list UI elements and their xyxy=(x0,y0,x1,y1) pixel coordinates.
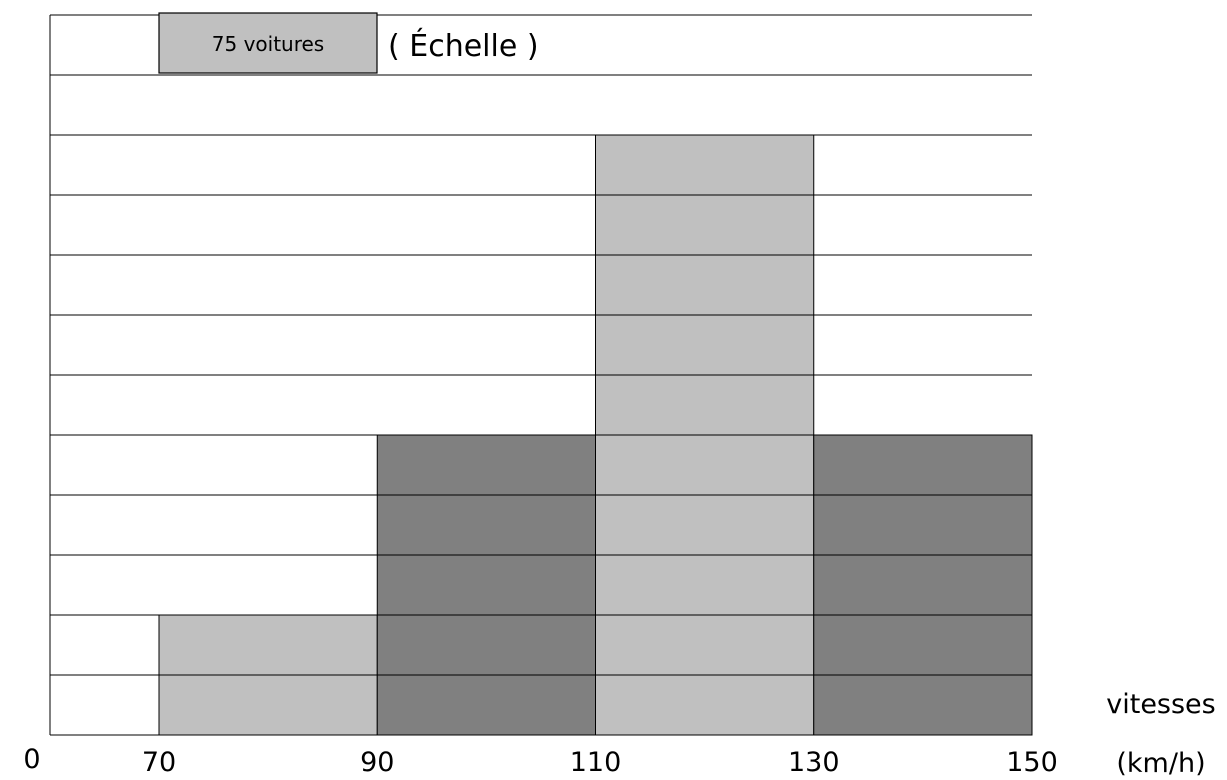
scale-legend: 75 voitures ( Échelle ) xyxy=(158,12,539,74)
scale-legend-label: 75 voitures xyxy=(212,32,324,56)
x-tick-label: 130 xyxy=(788,747,840,778)
x-tick-label: 110 xyxy=(570,747,622,778)
x-tick-label: 90 xyxy=(360,747,394,778)
x-axis-label-line2: (km/h) xyxy=(1116,748,1205,779)
scale-legend-caption: ( Échelle ) xyxy=(388,28,539,64)
bar-90-110 xyxy=(376,434,596,736)
origin-label: 0 xyxy=(23,744,40,775)
x-tick-labels: 70 90 110 130 150 xyxy=(142,747,1058,778)
x-tick-label: 150 xyxy=(1006,747,1058,778)
x-tick-label: 70 xyxy=(142,747,176,778)
bar-130-150 xyxy=(813,434,1033,736)
scale-legend-swatch xyxy=(158,12,378,74)
x-axis: 0 vitesses (km/h) xyxy=(23,689,1215,779)
bars xyxy=(158,134,1033,736)
x-axis-label-line1: vitesses xyxy=(1106,689,1216,720)
